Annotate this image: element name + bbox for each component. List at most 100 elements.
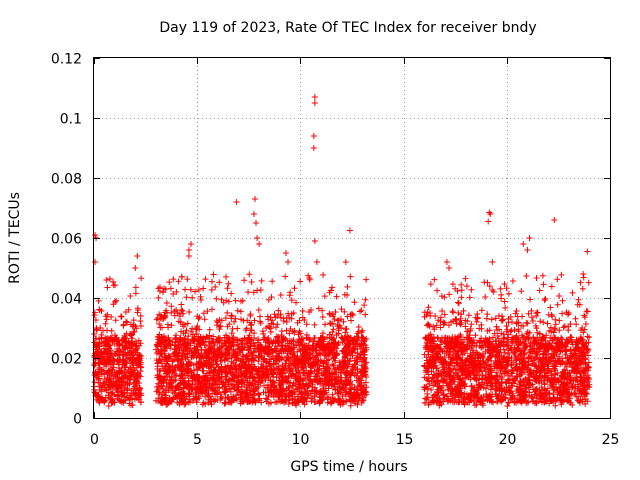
data-point xyxy=(315,367,322,374)
data-point xyxy=(358,307,365,314)
data-point xyxy=(110,278,117,285)
data-point xyxy=(329,284,335,291)
data-point xyxy=(228,313,235,320)
data-point xyxy=(319,307,326,314)
data-point xyxy=(549,313,556,320)
data-point xyxy=(108,313,115,320)
data-point xyxy=(111,350,118,357)
data-point xyxy=(311,321,318,328)
data-point xyxy=(97,324,104,331)
data-point xyxy=(559,297,566,304)
data-point xyxy=(114,384,121,391)
data-point xyxy=(186,308,193,315)
data-point xyxy=(101,375,108,382)
data-point xyxy=(344,283,351,290)
data-point xyxy=(231,318,238,325)
data-point xyxy=(533,274,540,281)
data-point xyxy=(114,395,121,402)
data-point xyxy=(106,377,113,384)
data-point xyxy=(128,338,135,345)
data-point xyxy=(137,399,144,406)
data-point xyxy=(132,290,139,297)
data-point xyxy=(473,318,480,325)
data-point xyxy=(523,273,530,280)
data-point xyxy=(96,354,103,361)
data-point xyxy=(210,271,217,278)
data-point xyxy=(437,314,444,321)
data-point xyxy=(586,334,593,341)
data-point xyxy=(138,353,145,360)
data-point xyxy=(234,307,241,314)
data-point xyxy=(268,294,275,301)
data-point xyxy=(539,272,546,279)
data-point xyxy=(129,354,136,361)
data-point xyxy=(286,330,293,337)
data-point xyxy=(544,320,551,327)
data-point xyxy=(183,327,190,334)
data-point xyxy=(280,315,287,322)
data-point xyxy=(462,275,469,282)
data-point xyxy=(183,294,190,301)
data-point xyxy=(130,370,137,377)
data-point xyxy=(580,274,587,281)
data-point xyxy=(255,358,262,365)
data-point xyxy=(540,319,547,326)
data-point xyxy=(458,294,465,301)
data-point xyxy=(124,319,131,326)
data-point xyxy=(128,387,135,394)
data-point xyxy=(246,271,253,278)
data-point xyxy=(119,361,126,368)
data-point xyxy=(519,313,526,320)
data-point xyxy=(348,317,355,324)
data-point xyxy=(99,327,106,334)
data-point xyxy=(277,291,284,298)
data-point xyxy=(344,291,351,298)
data-point xyxy=(178,273,185,280)
data-point xyxy=(501,298,508,305)
data-point xyxy=(113,297,120,304)
data-point xyxy=(111,399,118,406)
data-point xyxy=(275,377,282,384)
data-point xyxy=(126,350,133,357)
data-point xyxy=(136,342,143,349)
data-point xyxy=(536,287,543,294)
data-point xyxy=(133,364,140,371)
data-point xyxy=(291,285,298,292)
data-point xyxy=(163,300,170,307)
data-point xyxy=(98,331,105,338)
data-point xyxy=(282,273,289,280)
data-point xyxy=(304,387,311,394)
data-point xyxy=(260,330,267,337)
data-point xyxy=(96,366,103,373)
data-point xyxy=(126,364,133,371)
data-point xyxy=(189,294,196,301)
data-point xyxy=(441,311,448,318)
data-point xyxy=(184,276,191,283)
chart-title: Day 119 of 2023, Rate Of TEC Index for r… xyxy=(159,20,536,36)
data-point xyxy=(135,337,142,344)
data-point xyxy=(105,402,112,409)
data-point xyxy=(189,397,196,404)
data-point xyxy=(98,308,105,315)
data-point xyxy=(547,304,554,311)
data-point xyxy=(565,327,572,334)
data-point xyxy=(255,306,262,313)
data-point xyxy=(91,331,98,338)
data-point xyxy=(155,294,162,301)
data-point xyxy=(102,313,109,320)
data-point xyxy=(481,279,488,286)
data-point xyxy=(164,321,171,328)
data-point xyxy=(127,321,134,328)
data-point xyxy=(198,296,205,303)
data-point xyxy=(124,375,131,382)
data-point xyxy=(129,360,136,367)
data-point xyxy=(330,362,337,369)
data-point xyxy=(434,287,441,294)
data-point xyxy=(425,304,432,311)
data-point xyxy=(111,369,118,376)
data-point xyxy=(201,316,208,323)
data-point xyxy=(160,289,167,296)
data-point xyxy=(320,271,327,278)
data-point xyxy=(178,301,185,308)
data-point xyxy=(575,296,582,303)
